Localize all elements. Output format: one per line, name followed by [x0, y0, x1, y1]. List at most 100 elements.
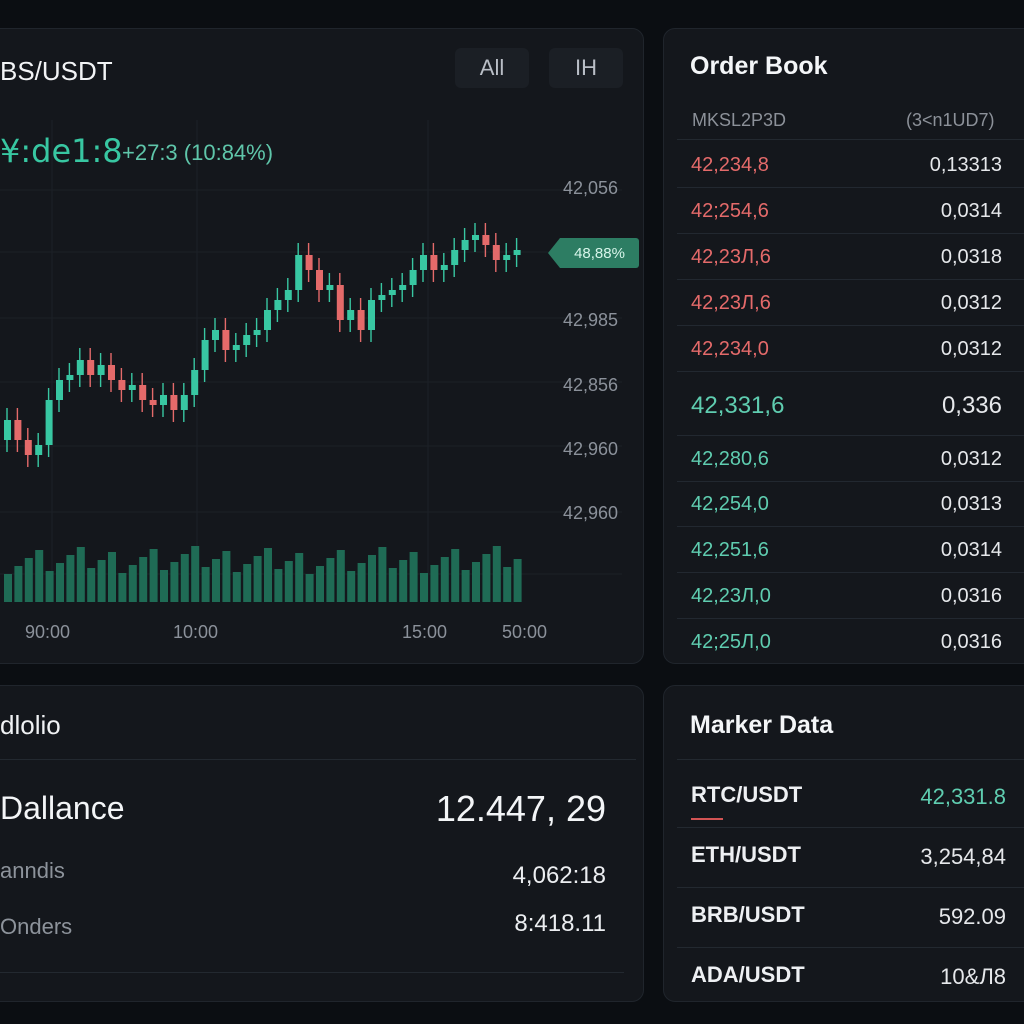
candle: [388, 278, 396, 307]
volume-bar: [4, 574, 12, 602]
candle: [45, 388, 53, 457]
candle: [14, 408, 22, 452]
balance-label: Dallance: [0, 790, 125, 826]
y-axis-label: 42,960: [563, 503, 619, 523]
candle: [118, 368, 126, 402]
order-book-ask-row[interactable]: 42,23Л,6 0,0312: [677, 280, 1024, 326]
chart-panel: [0, 28, 644, 664]
price-tag: 48,88%: [560, 238, 639, 268]
ask-price: 42,234,0: [691, 338, 769, 360]
candle: [305, 243, 313, 282]
candle: [76, 348, 84, 387]
order-book-ask-row[interactable]: 42,234,0 0,0312: [677, 326, 1024, 372]
volume-bar: [472, 562, 480, 602]
candle: [409, 258, 417, 297]
candle: [160, 383, 167, 417]
active-indicator: [691, 818, 723, 820]
divider: [677, 139, 1024, 140]
timeframe-1h-button[interactable]: IH: [549, 48, 623, 88]
order-book-bid-row[interactable]: 42,251,6 0,0314: [677, 527, 1024, 573]
volume-bar: [316, 566, 324, 602]
volume-bar: [388, 568, 397, 602]
candle: [378, 283, 386, 312]
volume-bar: [66, 555, 75, 602]
divider: [677, 759, 1024, 760]
volume-bar: [232, 572, 241, 602]
candle: [232, 333, 240, 362]
order-book-bid-row[interactable]: 42,280,6 0,0312: [677, 436, 1024, 482]
bid-amount: 0,0316: [940, 631, 1002, 653]
volume-bar: [368, 555, 376, 602]
volume-bar: [149, 549, 158, 602]
volume-bar: [45, 571, 54, 602]
volume-bar: [97, 560, 106, 602]
volume-bar: [336, 550, 345, 602]
y-axis-label: 42,056: [563, 178, 619, 198]
ask-amount: 0,0312: [940, 338, 1002, 360]
candle: [295, 243, 303, 302]
volume-bar: [118, 573, 127, 602]
market-row[interactable]: BRB/USDT 592.09: [677, 888, 1024, 948]
candle: [461, 228, 469, 262]
order-book-mid-row[interactable]: 42,331,6 0,336: [677, 372, 1024, 436]
order-book-ask-row[interactable]: 42,234,8 0,13313: [677, 142, 1024, 188]
candle: [108, 353, 115, 392]
orders-label: Onders: [0, 914, 73, 939]
market-price: 3,254,84: [920, 844, 1006, 869]
candle: [170, 383, 178, 422]
order-book-bid-row[interactable]: 42;25Л,0 0,0316: [677, 619, 1024, 665]
x-axis-label: 90:00: [25, 622, 71, 642]
order-book-bid-row[interactable]: 42,23Л,0 0,0316: [677, 573, 1024, 619]
market-data-title: Marker Data: [690, 711, 834, 739]
market-pair: ETH/USDT: [691, 842, 801, 867]
market-pair: ADA/USDT: [691, 962, 805, 987]
candle: [128, 373, 136, 402]
volume-bar: [14, 566, 23, 602]
bid-amount: 0,0312: [940, 448, 1002, 470]
candle: [191, 358, 199, 407]
candle: [139, 373, 147, 412]
order-book-bid-row[interactable]: 42,254,0 0,0313: [677, 481, 1024, 527]
market-data-panel: [663, 685, 1024, 1002]
candle: [451, 238, 459, 277]
volume-bar: [347, 571, 356, 602]
timeframe-all-button[interactable]: All: [455, 48, 529, 88]
orders-value: 8:418.11: [514, 910, 606, 937]
order-book-amount-header: (3<n1UD7): [906, 110, 995, 130]
x-axis-label: 15:00: [402, 622, 448, 642]
portfolio-row-label: anndis: [0, 858, 65, 883]
volume-bar: [222, 551, 231, 602]
candle: [326, 273, 334, 302]
volume-bar: [274, 569, 283, 602]
volume-bar: [170, 562, 179, 602]
candle: [336, 273, 344, 332]
candle: [56, 368, 63, 412]
volume-bar: [128, 565, 137, 602]
volume-bar: [295, 553, 304, 602]
price-change: +27:3 (10:84%): [122, 140, 274, 165]
market-row[interactable]: RTC/USDT 42,331.8: [677, 768, 1024, 828]
volume-bar: [440, 557, 449, 602]
volume-bar: [253, 556, 262, 602]
volume-bar: [76, 547, 85, 602]
candlestick-chart[interactable]: [0, 0, 640, 664]
candle: [87, 348, 95, 387]
candle: [503, 243, 511, 272]
pair-title: BS/USDT: [0, 56, 113, 86]
bid-amount: 0,0314: [940, 539, 1002, 561]
order-book-ask-row[interactable]: 42;254,6 0,0314: [677, 188, 1024, 234]
candle: [180, 383, 188, 422]
candle: [492, 233, 500, 272]
order-book-price-header: MKSL2P3D: [692, 110, 787, 130]
ask-price: 42,23Л,6: [691, 246, 771, 268]
volume-bar: [326, 558, 335, 602]
market-row[interactable]: ADA/USDT 10&Л8: [677, 948, 1024, 1008]
order-book-ask-row[interactable]: 42,23Л,6 0,0318: [677, 234, 1024, 280]
candle: [430, 243, 438, 282]
portfolio-row-value: 4,062:18: [512, 862, 606, 889]
volume-bar: [409, 552, 418, 602]
ask-amount: 0,13313: [929, 154, 1002, 176]
candle: [253, 318, 261, 347]
portfolio-title: dlolio: [0, 710, 61, 740]
market-row[interactable]: ETH/USDT 3,254,84: [677, 828, 1024, 888]
